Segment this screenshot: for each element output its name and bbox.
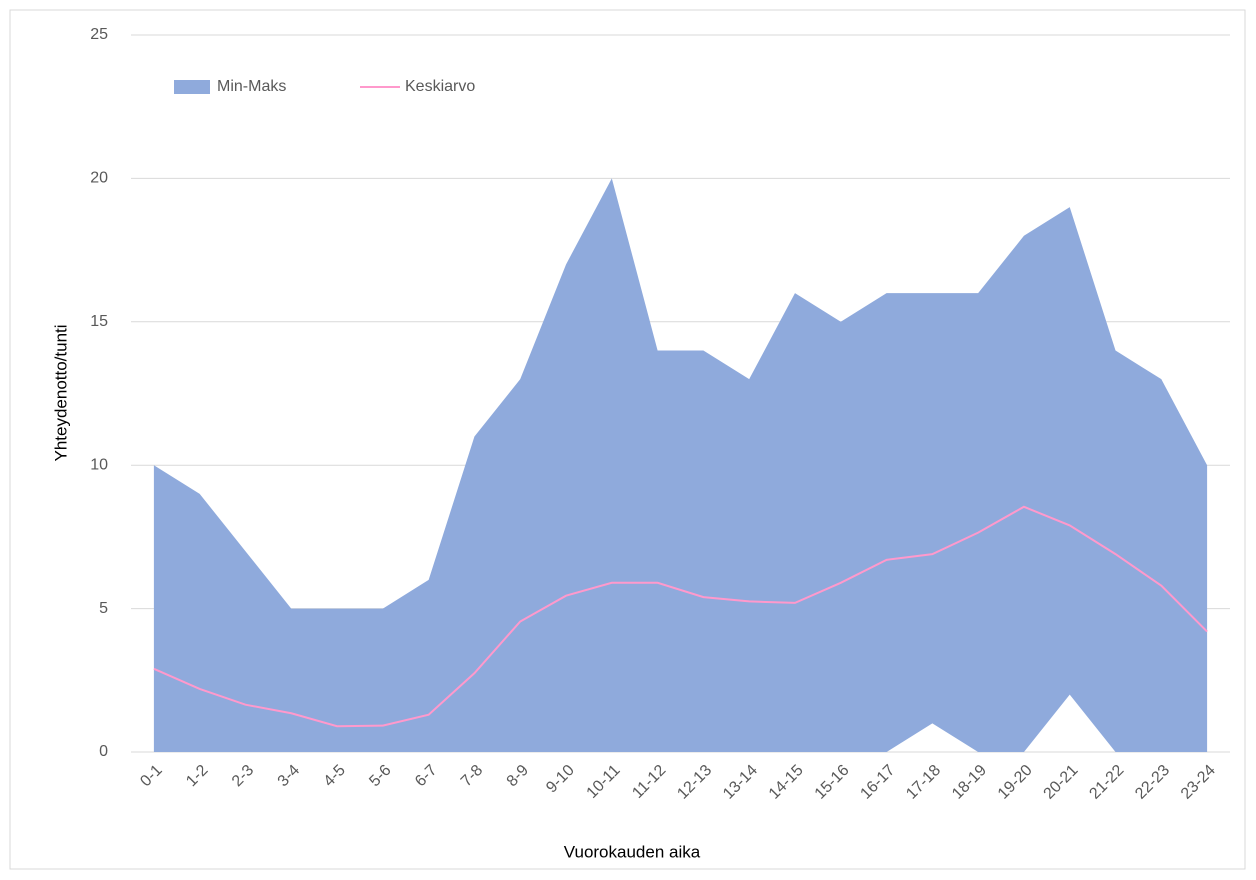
- mean-line: [153, 505, 1208, 728]
- y-tick-label: 15: [90, 313, 108, 330]
- y-axis-label: Yhteydenotto/tunti: [51, 324, 70, 461]
- y-tick-label: 10: [90, 456, 108, 473]
- y-tick-label: 0: [99, 743, 108, 760]
- legend-label: Min-Maks: [217, 78, 286, 95]
- range-area: [153, 178, 1208, 752]
- y-tick-label: 25: [90, 26, 108, 43]
- y-tick-label: 20: [90, 170, 108, 187]
- x-axis-label: Vuorokauden aika: [564, 842, 701, 861]
- legend-label: Keskiarvo: [405, 78, 475, 95]
- legend-swatch: [174, 80, 210, 94]
- y-tick-label: 5: [99, 600, 108, 617]
